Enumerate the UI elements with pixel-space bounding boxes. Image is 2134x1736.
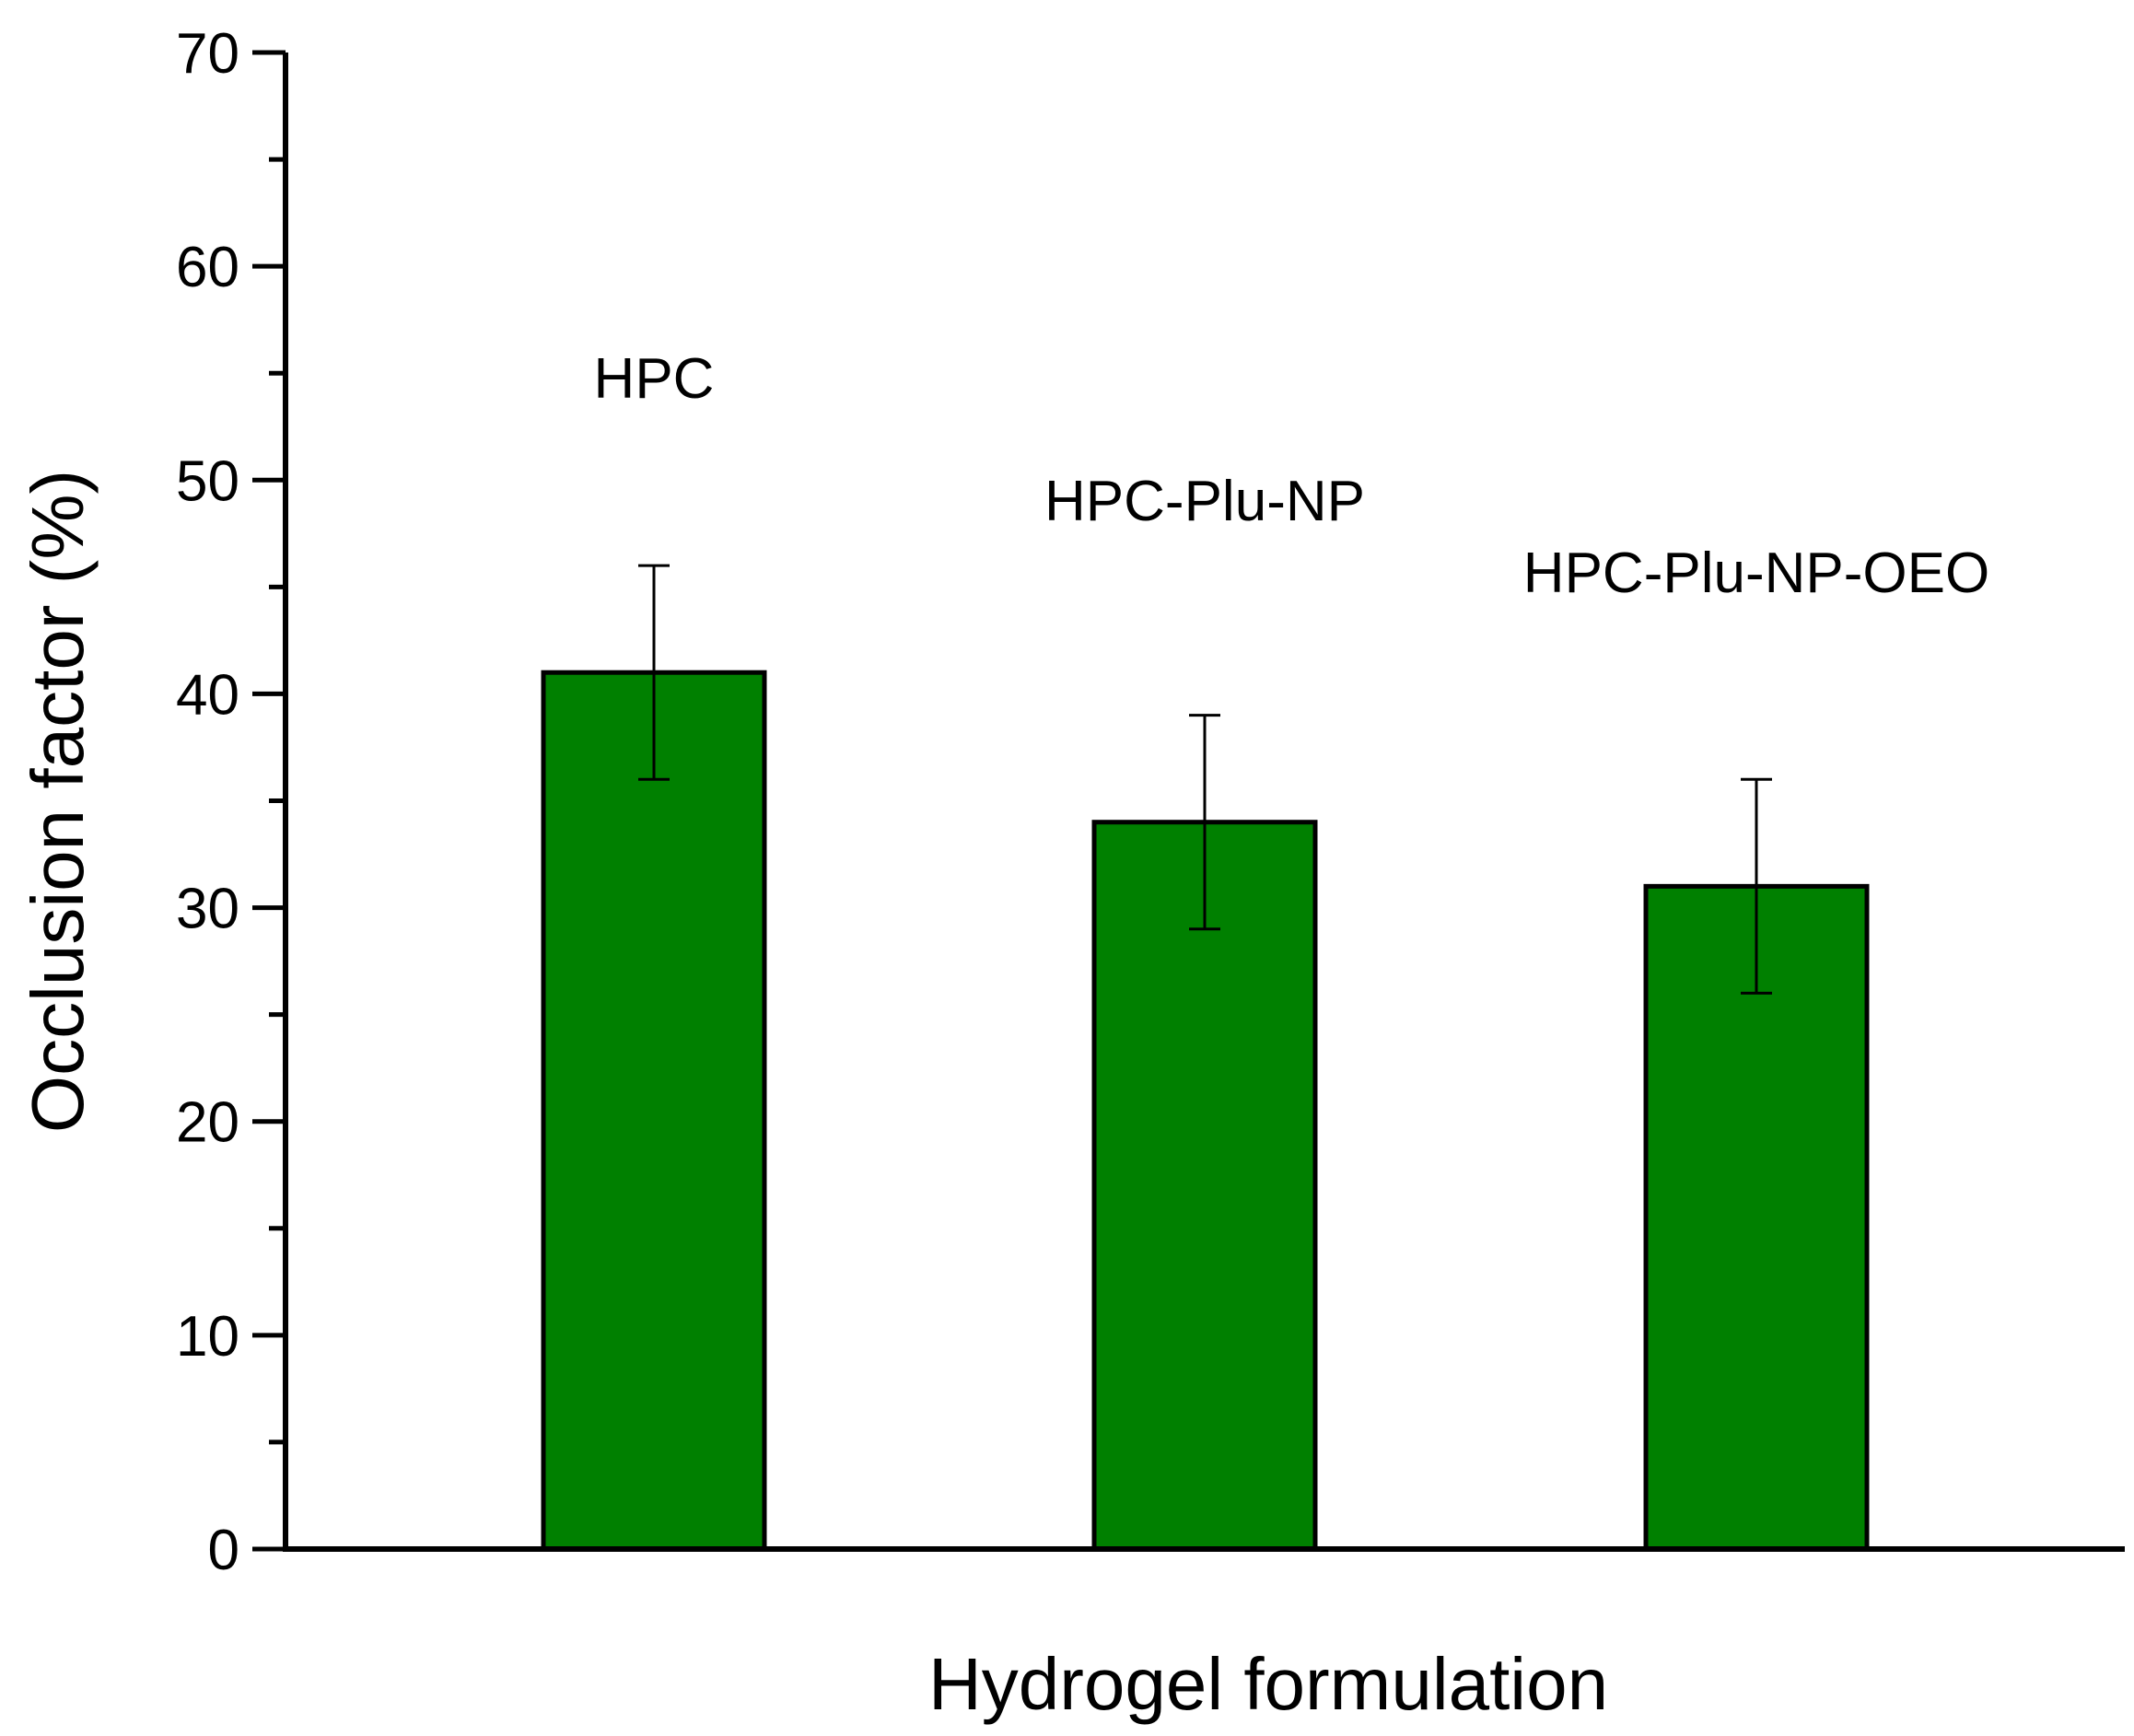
y-tick-label: 70 (176, 22, 239, 86)
y-tick-label: 0 (208, 1519, 239, 1582)
error-bar (1189, 714, 1220, 931)
y-tick-label: 20 (176, 1091, 239, 1155)
error-bar (638, 564, 670, 781)
x-axis-title: Hydrogel formulation (928, 1643, 1608, 1725)
bar (541, 670, 767, 1552)
y-ticks-group: 0 10 20 30 40 50 60 70 (176, 22, 286, 1582)
error-bar (1741, 777, 1772, 995)
bar (1091, 820, 1318, 1552)
y-tick-label: 60 (176, 236, 239, 299)
category-label: HPC-Plu-NP-OEO (1523, 542, 1989, 605)
y-axis-title: Occlusion factor (%) (17, 470, 99, 1133)
y-tick-label: 30 (176, 878, 239, 941)
y-tick-label: 10 (176, 1305, 239, 1369)
category-labels-group: HPC HPC-Plu-NP HPC-Plu-NP-OEO (594, 347, 1990, 605)
y-tick-label: 40 (176, 663, 239, 727)
category-label: HPC (594, 347, 715, 411)
error-bars-group (638, 564, 1772, 995)
category-label: HPC-Plu-NP (1044, 470, 1365, 533)
y-tick-label: 50 (176, 449, 239, 513)
